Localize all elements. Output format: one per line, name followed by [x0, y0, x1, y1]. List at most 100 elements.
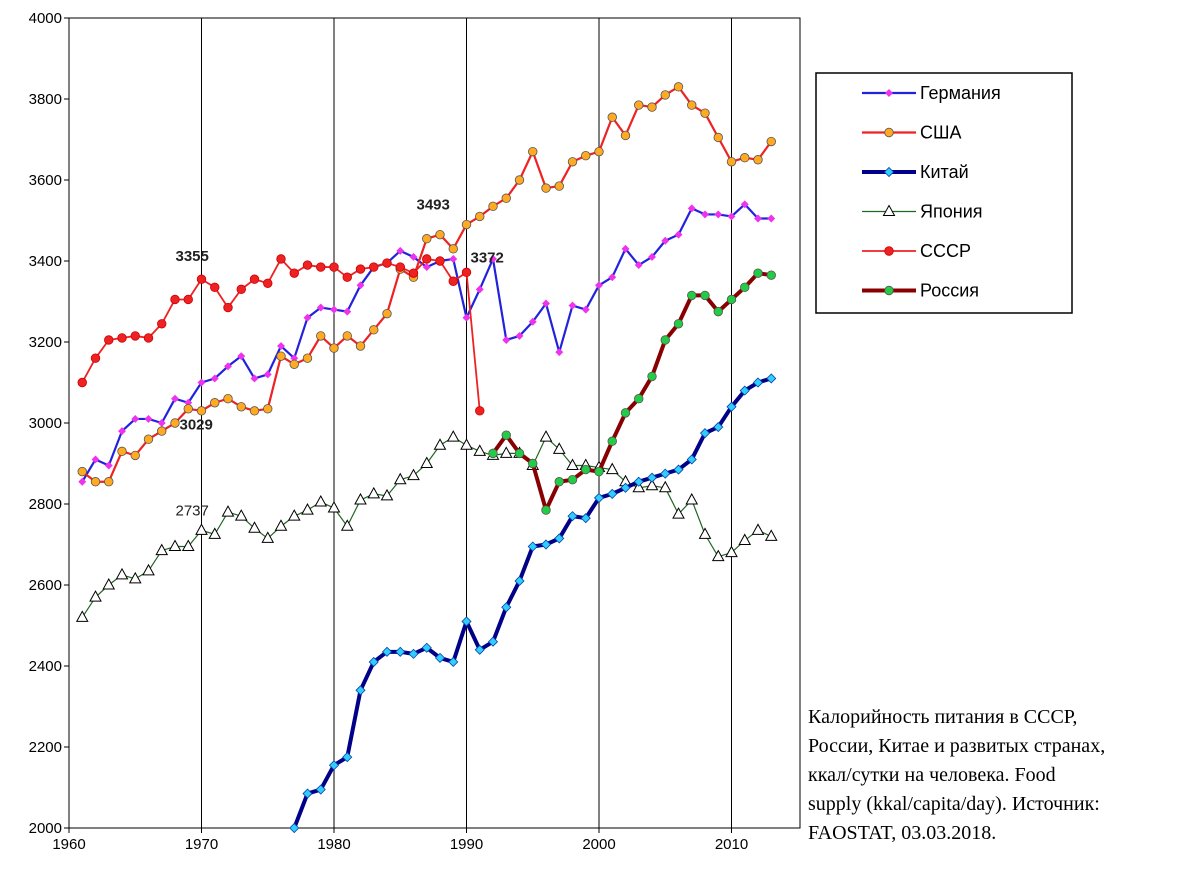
- data-point: [342, 272, 352, 282]
- y-tick-label: 3200: [29, 334, 62, 351]
- data-point: [594, 146, 604, 157]
- x-tick-label: 2010: [715, 836, 748, 853]
- plot-area: [68, 17, 801, 829]
- data-point: [687, 204, 696, 213]
- data-point: [607, 112, 617, 122]
- y-tick-label: 2800: [29, 496, 62, 513]
- data-point: [740, 200, 749, 209]
- data-point: [421, 642, 432, 653]
- data-point: [554, 533, 565, 544]
- data-point: [673, 319, 684, 329]
- data-point: [210, 374, 219, 383]
- data-point: [435, 229, 445, 240]
- data-point: [368, 656, 379, 668]
- data-point: [422, 263, 431, 272]
- y-tick-label: 3400: [29, 253, 62, 270]
- legend-label: Япония: [920, 202, 983, 222]
- data-point: [170, 294, 180, 305]
- data-point: [435, 256, 445, 266]
- data-point: [330, 305, 338, 314]
- data-point: [645, 478, 659, 491]
- data-point: [409, 252, 418, 261]
- data-point: [633, 476, 644, 487]
- data-point: [263, 278, 273, 288]
- data-point: [181, 539, 195, 552]
- data-point: [475, 211, 485, 222]
- data-point: [143, 434, 154, 444]
- data-point: [131, 414, 140, 423]
- data-point: [237, 352, 246, 361]
- data-point: [461, 616, 472, 627]
- data-point: [89, 590, 102, 602]
- data-point: [555, 348, 564, 357]
- data-point: [672, 507, 685, 519]
- x-tick-label: 1970: [185, 836, 218, 853]
- data-point: [277, 342, 285, 351]
- data-point: [302, 788, 313, 799]
- data-point: [130, 450, 140, 461]
- data-point: [223, 394, 233, 404]
- data-point: [395, 262, 405, 272]
- data-point: [766, 373, 777, 384]
- annotations: 3355 3029 2737 3493 3372: [176, 196, 504, 519]
- data-point: [196, 406, 207, 416]
- data-point: [647, 102, 657, 112]
- data-point: [369, 262, 379, 272]
- series-6: [488, 268, 776, 515]
- data-point: [327, 501, 341, 513]
- data-point: [605, 462, 619, 475]
- data-point: [210, 398, 220, 408]
- data-point: [91, 455, 100, 464]
- data-point: [142, 563, 155, 576]
- data-point: [674, 230, 683, 239]
- legend-label: Россия: [920, 281, 979, 301]
- data-point: [713, 306, 723, 317]
- data-point: [751, 523, 765, 535]
- data-point: [407, 468, 420, 481]
- data-point: [739, 385, 750, 396]
- data-point: [250, 374, 259, 383]
- series-line: [491, 271, 772, 513]
- data-point: [501, 193, 511, 203]
- data-point: [539, 430, 553, 442]
- data-point: [673, 82, 684, 92]
- data-point: [117, 446, 127, 457]
- data-point: [753, 268, 763, 278]
- data-point: [381, 646, 393, 657]
- data-point: [249, 274, 260, 284]
- data-point: [408, 268, 419, 278]
- data-point: [157, 419, 166, 427]
- legend-entry: Россия: [862, 281, 979, 301]
- data-point: [541, 183, 551, 193]
- data-point: [885, 89, 893, 97]
- data-point: [726, 294, 737, 305]
- data-point: [315, 784, 326, 795]
- x-tick-label: 2000: [582, 836, 615, 853]
- data-point: [647, 371, 657, 382]
- data-point: [461, 219, 472, 230]
- data-point: [382, 258, 392, 268]
- y-tick-label: 2200: [29, 739, 62, 756]
- legend-entry: Япония: [862, 202, 983, 222]
- data-point: [78, 477, 87, 486]
- data-point: [673, 464, 684, 475]
- data-point: [434, 652, 446, 663]
- data-point: [144, 414, 153, 423]
- data-point: [740, 282, 750, 293]
- data-point: [634, 261, 643, 270]
- legend-label: США: [920, 123, 962, 143]
- data-label: 3372: [471, 249, 504, 266]
- y-tick-label: 2400: [29, 658, 62, 675]
- legend-box: [815, 72, 1073, 314]
- data-point: [314, 494, 328, 507]
- y-tick-label: 3800: [29, 91, 62, 108]
- data-point: [234, 509, 248, 521]
- data-point: [567, 475, 578, 485]
- data-point: [170, 418, 180, 428]
- data-point: [713, 421, 724, 433]
- data-point: [726, 401, 737, 412]
- data-point: [621, 244, 630, 253]
- data-point: [620, 130, 631, 141]
- data-point: [595, 281, 603, 290]
- data-point: [487, 636, 499, 647]
